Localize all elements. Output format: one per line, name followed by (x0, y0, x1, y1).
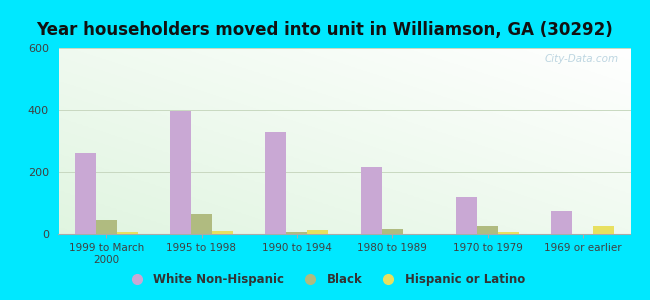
Bar (307, 230, 328, 234)
Bar (96, 220, 116, 234)
Text: City-Data.com: City-Data.com (545, 54, 619, 64)
Bar (75, 153, 96, 234)
Bar (477, 226, 498, 234)
Bar (170, 111, 191, 234)
Bar (191, 214, 212, 234)
Bar (116, 232, 138, 234)
Bar (212, 231, 233, 234)
Bar (551, 211, 573, 234)
Bar (287, 232, 307, 234)
Bar (593, 226, 614, 234)
Legend: White Non-Hispanic, Black, Hispanic or Latino: White Non-Hispanic, Black, Hispanic or L… (120, 269, 530, 291)
Bar (456, 197, 477, 234)
Bar (498, 232, 519, 234)
Bar (361, 167, 382, 234)
Bar (382, 229, 402, 234)
Bar (265, 132, 287, 234)
Text: Year householders moved into unit in Williamson, GA (30292): Year householders moved into unit in Wil… (36, 21, 614, 39)
